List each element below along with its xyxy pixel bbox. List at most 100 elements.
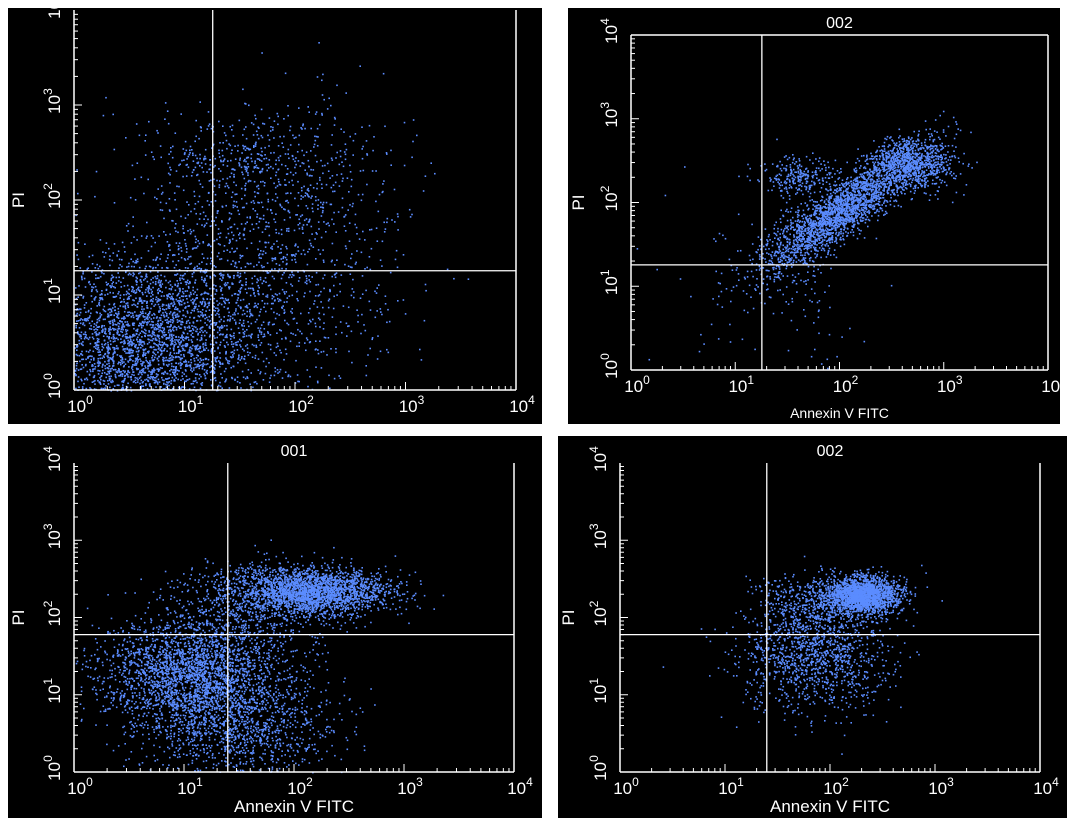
data-point: [224, 325, 226, 327]
data-point: [170, 151, 172, 153]
data-point: [149, 288, 151, 290]
data-point: [82, 297, 84, 299]
data-point: [146, 236, 148, 238]
data-point: [326, 354, 328, 356]
data-point: [122, 346, 124, 348]
data-point: [190, 334, 192, 336]
data-point: [278, 169, 280, 171]
data-point: [224, 345, 226, 347]
data-point: [253, 145, 255, 147]
data-point: [292, 285, 294, 287]
data-point: [894, 206, 896, 208]
data-point: [217, 311, 219, 313]
data-point: [207, 363, 209, 365]
data-point: [145, 313, 147, 315]
data-point: [918, 130, 920, 132]
data-point: [209, 309, 211, 311]
data-point: [218, 168, 220, 170]
data-point: [201, 312, 203, 314]
data-point: [274, 300, 276, 302]
data-point: [798, 232, 800, 234]
data-point: [178, 352, 180, 354]
data-point: [272, 168, 274, 170]
data-point: [191, 348, 193, 350]
data-point: [107, 355, 109, 357]
data-point: [305, 192, 307, 194]
data-point: [158, 311, 160, 313]
data-point: [117, 347, 119, 349]
data-point: [195, 345, 197, 347]
data-point: [188, 287, 190, 289]
data-point: [349, 165, 351, 167]
data-point: [385, 228, 387, 230]
data-point: [281, 338, 283, 340]
data-point: [160, 202, 162, 204]
data-point: [805, 257, 807, 259]
cell-population-2: [75, 153, 469, 391]
data-point: [235, 310, 237, 312]
data-point: [187, 290, 189, 292]
data-point: [91, 289, 93, 291]
data-point: [223, 300, 225, 302]
data-point: [282, 289, 284, 291]
data-point: [863, 175, 865, 177]
data-point: [202, 332, 204, 334]
data-point: [351, 179, 353, 181]
data-point: [786, 268, 788, 270]
data-point: [102, 299, 104, 301]
data-point: [182, 296, 184, 298]
data-point: [218, 252, 220, 254]
data-point: [128, 306, 130, 308]
data-point: [290, 126, 292, 128]
data-point: [81, 351, 83, 353]
data-point: [134, 323, 136, 325]
data-point: [223, 339, 225, 341]
data-point: [225, 192, 227, 194]
data-point: [397, 216, 399, 218]
data-point: [176, 352, 178, 354]
data-point: [142, 361, 144, 363]
data-point: [193, 322, 195, 324]
data-point: [226, 378, 228, 380]
data-point: [378, 211, 380, 213]
data-point: [247, 348, 249, 350]
data-point: [262, 336, 264, 338]
flow-plot-top-right: 100101102103104100101102103104002Annexin…: [568, 8, 1060, 424]
data-point: [241, 152, 243, 154]
data-point: [939, 138, 941, 140]
data-point: [227, 249, 229, 251]
data-point: [115, 329, 117, 331]
data-point: [172, 322, 174, 324]
data-point: [332, 316, 334, 318]
data-point: [144, 336, 146, 338]
data-point: [323, 260, 325, 262]
data-point: [258, 369, 260, 371]
data-point: [153, 369, 155, 371]
data-point: [799, 222, 801, 224]
data-point: [155, 283, 157, 285]
data-point: [76, 254, 78, 256]
data-point: [104, 319, 106, 321]
data-point: [145, 292, 147, 294]
data-point: [159, 381, 161, 383]
data-point: [362, 293, 364, 295]
data-point: [153, 346, 155, 348]
data-point: [423, 190, 425, 192]
data-point: [258, 185, 260, 187]
data-point: [127, 230, 129, 232]
data-point: [254, 191, 256, 193]
data-point: [96, 349, 98, 351]
data-point: [160, 253, 162, 255]
data-point: [229, 334, 231, 336]
data-point: [280, 369, 282, 371]
data-point: [108, 359, 110, 361]
data-point: [87, 357, 89, 359]
data-point: [268, 222, 270, 224]
data-point: [214, 240, 216, 242]
data-point: [248, 288, 250, 290]
data-point: [186, 376, 188, 378]
data-point: [229, 218, 231, 220]
data-point: [328, 307, 330, 309]
data-point: [270, 289, 272, 291]
data-point: [114, 385, 116, 387]
